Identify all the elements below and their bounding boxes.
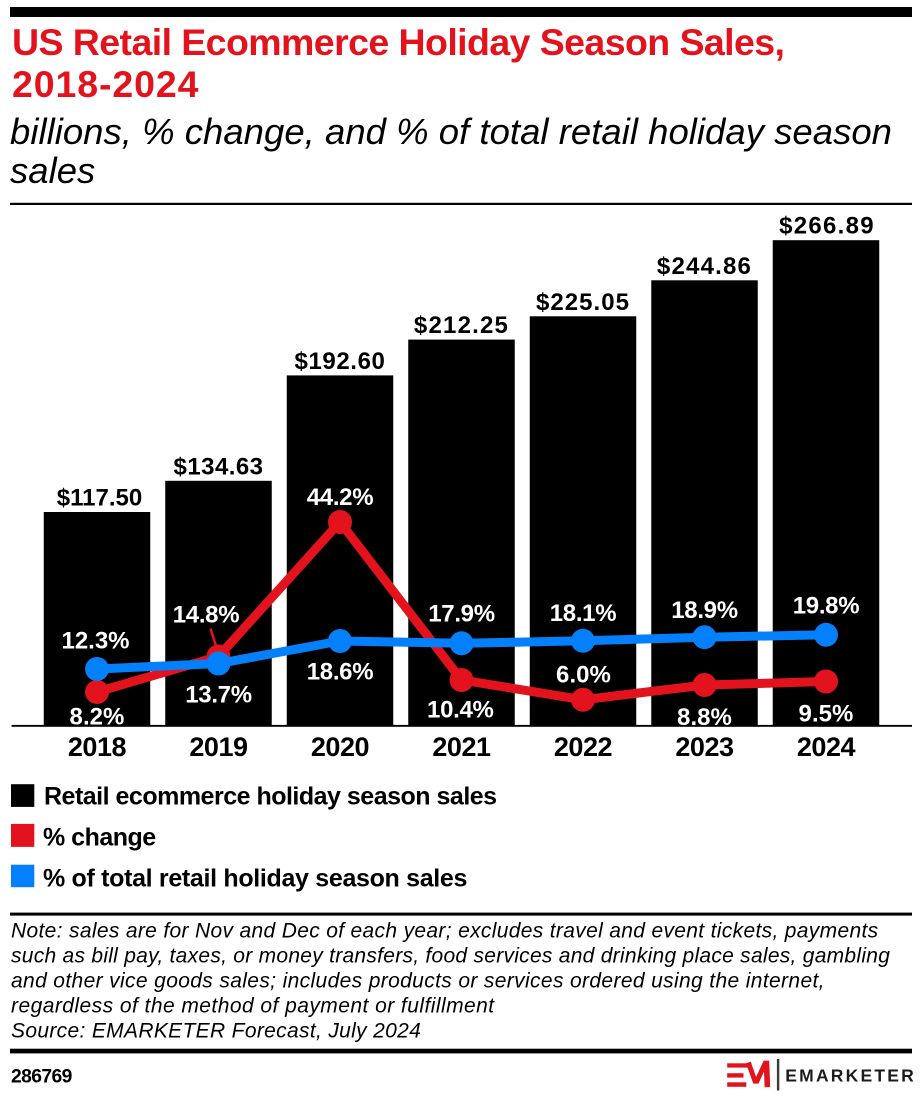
svg-text:$225.05: $225.05 xyxy=(536,289,630,316)
svg-text:44.2%: 44.2% xyxy=(307,484,374,511)
svg-text:$212.25: $212.25 xyxy=(414,312,509,339)
svg-text:9.5%: 9.5% xyxy=(799,700,854,727)
svg-text:19.8%: 19.8% xyxy=(793,593,860,620)
svg-text:10.4%: 10.4% xyxy=(427,696,494,723)
svg-text:EMARKETER: EMARKETER xyxy=(785,1066,916,1086)
svg-text:2024: 2024 xyxy=(797,732,856,762)
svg-text:18.1%: 18.1% xyxy=(550,600,617,627)
svg-text:2021: 2021 xyxy=(432,732,491,762)
svg-text:$117.50: $117.50 xyxy=(57,485,142,512)
svg-text:2018-2024: 2018-2024 xyxy=(12,63,199,105)
svg-text:14.8%: 14.8% xyxy=(173,602,240,629)
svg-text:2020: 2020 xyxy=(311,732,369,762)
svg-text:2022: 2022 xyxy=(554,732,612,762)
svg-text:sales: sales xyxy=(10,150,95,191)
svg-text:Retail ecommerce holiday seaso: Retail ecommerce holiday season sales xyxy=(44,783,497,811)
svg-text:Source: EMARKETER Forecast, Ju: Source: EMARKETER Forecast, July 2024 xyxy=(11,1019,421,1042)
svg-text:13.7%: 13.7% xyxy=(185,682,252,709)
svg-text:$244.86: $244.86 xyxy=(657,253,752,280)
svg-text:2019: 2019 xyxy=(189,732,248,762)
svg-text:regardless of the method of pa: regardless of the method of payment or f… xyxy=(11,995,495,1018)
svg-text:% of total retail holiday seas: % of total retail holiday season sales xyxy=(43,865,467,893)
svg-text:$134.63: $134.63 xyxy=(174,453,264,480)
svg-text:12.3%: 12.3% xyxy=(61,628,129,655)
svg-text:18.9%: 18.9% xyxy=(671,597,738,624)
svg-text:such as bill pay, taxes, or mo: such as bill pay, taxes, or money transf… xyxy=(11,945,890,968)
svg-text:2018: 2018 xyxy=(68,732,127,762)
svg-text:Note: sales are for Nov and De: Note: sales are for Nov and Dec of each … xyxy=(11,920,879,943)
svg-text:18.6%: 18.6% xyxy=(307,658,374,685)
svg-text:286769: 286769 xyxy=(11,1066,72,1087)
svg-text:$192.60: $192.60 xyxy=(295,348,386,375)
svg-text:8.8%: 8.8% xyxy=(677,704,732,731)
svg-text:and other vice goods sales; in: and other vice goods sales; includes pro… xyxy=(11,970,825,993)
svg-text:8.2%: 8.2% xyxy=(70,704,125,731)
svg-text:% change: % change xyxy=(43,823,156,851)
svg-text:$266.89: $266.89 xyxy=(779,213,875,240)
svg-text:6.0%: 6.0% xyxy=(556,661,611,688)
svg-text:US Retail Ecommerce Holiday Se: US Retail Ecommerce Holiday Season Sales… xyxy=(12,21,784,63)
svg-text:billions, % change, and % of t: billions, % change, and % of total retai… xyxy=(10,111,892,152)
svg-text:17.9%: 17.9% xyxy=(428,601,495,628)
svg-text:2023: 2023 xyxy=(675,732,734,762)
